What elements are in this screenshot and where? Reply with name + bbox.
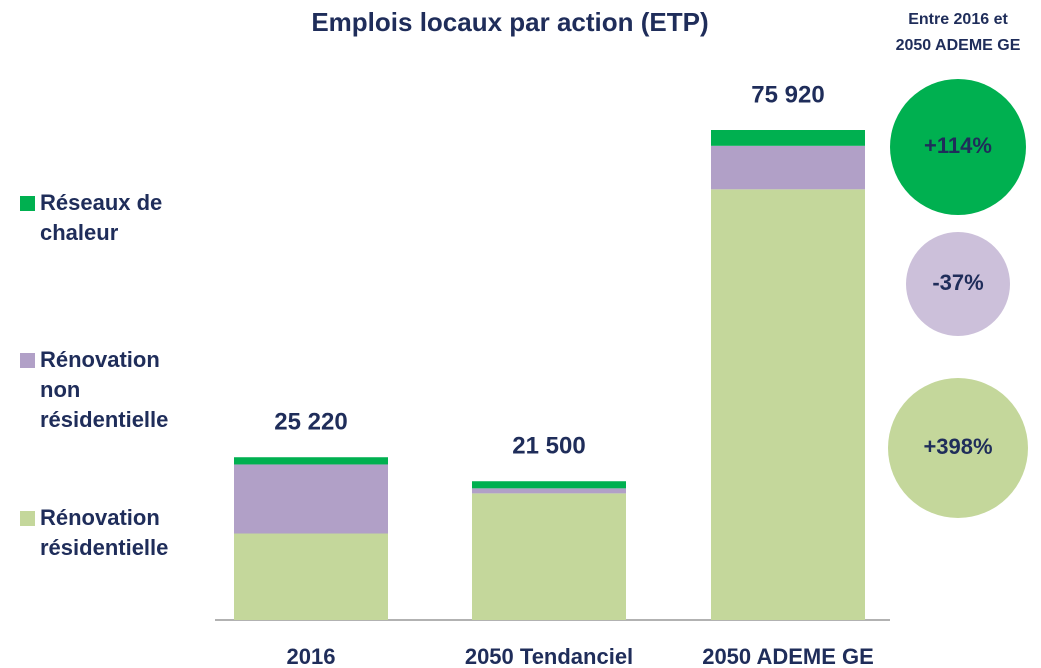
change-label: +398%	[923, 434, 992, 459]
change-title: 2050 ADEME GE	[896, 37, 1021, 54]
legend-swatch	[20, 196, 35, 211]
bar-segment	[234, 464, 388, 534]
chart-title: Emplois locaux par action (ETP)	[311, 7, 708, 37]
change-label: +114%	[924, 133, 992, 158]
bar-segment	[472, 481, 626, 489]
change-label: -37%	[932, 270, 983, 295]
legend-label: Réseaux de chaleur	[40, 190, 163, 245]
bar-segment	[472, 493, 626, 620]
x-tick-label: 2016	[287, 644, 336, 668]
bar-segment	[711, 145, 865, 190]
total-label: 75 920	[751, 81, 824, 108]
x-tick-label: 2050 Tendanciel	[465, 644, 633, 668]
legend-label: Rénovation résidentielle	[40, 505, 169, 560]
change-circle	[906, 232, 1010, 336]
bar-segment	[472, 488, 626, 494]
legend-swatch	[20, 511, 35, 526]
bar-segment	[234, 457, 388, 465]
x-tick-label: 2050 ADEME GE	[702, 644, 874, 668]
change-circle	[888, 378, 1028, 518]
bar-segment	[711, 130, 865, 146]
total-label: 21 500	[512, 433, 585, 460]
legend-swatch	[20, 353, 35, 368]
bar-segment	[711, 189, 865, 620]
change-title: Entre 2016 et	[908, 11, 1008, 28]
bar-segment	[234, 533, 388, 620]
legend-label: Rénovation non résidentielle	[40, 347, 169, 432]
total-label: 25 220	[274, 409, 347, 436]
change-circle	[890, 79, 1026, 215]
